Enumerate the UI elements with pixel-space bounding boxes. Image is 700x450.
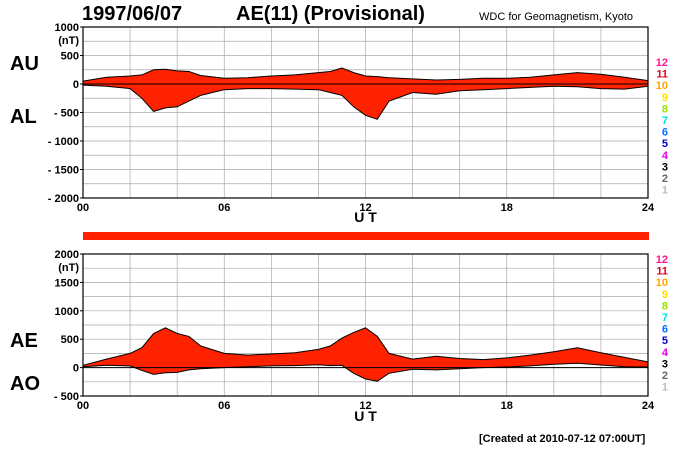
lower-index-label: AO bbox=[10, 373, 40, 395]
hour-legend-item: 12 bbox=[656, 254, 668, 266]
x-tick-label: 12 bbox=[359, 400, 371, 412]
y-tick-label: 1000 bbox=[55, 306, 79, 318]
hour-legend-item: 8 bbox=[662, 103, 668, 115]
x-tick-label: 24 bbox=[642, 400, 655, 412]
hour-legend-item: 3 bbox=[662, 161, 668, 173]
x-tick-label: 06 bbox=[218, 400, 230, 412]
hour-legend-item: 11 bbox=[656, 266, 668, 278]
hour-legend-item: 3 bbox=[662, 358, 668, 370]
x-tick-label: 18 bbox=[501, 400, 513, 412]
upper-series-line bbox=[82, 327, 649, 366]
x-axis-label: U T bbox=[354, 209, 377, 225]
upper-series-line bbox=[82, 67, 649, 82]
y-tick-label: 500 bbox=[61, 51, 79, 63]
y-tick-label: - 500 bbox=[54, 108, 79, 120]
lower-index-label: AL bbox=[10, 106, 37, 128]
plot-frame bbox=[82, 253, 649, 397]
x-tick-label: 00 bbox=[77, 202, 89, 214]
au-al-panel: 1000 500 0 - 500 - 1000 - 1500 - 2000 (nT) 00 06 1… bbox=[10, 22, 655, 225]
x-tick-label: 00 bbox=[77, 400, 89, 412]
y-tick-label: 1000 bbox=[55, 22, 79, 34]
hour-legend-item: 12 bbox=[656, 57, 668, 69]
hour-legend-item: 7 bbox=[662, 312, 668, 324]
hour-legend-item: 11 bbox=[656, 69, 668, 81]
area-fill bbox=[83, 68, 648, 120]
y-tick-label: 0 bbox=[73, 79, 79, 91]
organization-label: WDC for Geomagnetism, Kyoto bbox=[479, 11, 634, 23]
y-tick-label: - 1500 bbox=[48, 165, 79, 177]
hour-legend-item: 9 bbox=[662, 289, 668, 301]
hour-legend-item: 4 bbox=[662, 347, 669, 359]
y-tick-label: 500 bbox=[61, 334, 79, 346]
hour-legend-item: 1 bbox=[662, 185, 668, 197]
area-fill bbox=[83, 327, 648, 382]
x-tick-label: 12 bbox=[359, 202, 371, 214]
y-unit-label: (nT) bbox=[58, 35, 79, 47]
hour-legend-item: 2 bbox=[662, 173, 668, 185]
lower-series-line bbox=[82, 362, 649, 382]
chart-date: 1997/06/07 bbox=[82, 3, 183, 25]
ae-ao-panel: 2000 1500 1000 500 0 - 500 (nT) 00 06 12 18 24 U T AE… bbox=[10, 249, 655, 424]
x-axis-label: U T bbox=[354, 408, 377, 424]
hour-legend-item: 5 bbox=[662, 138, 668, 150]
hour-legend-item: 9 bbox=[662, 92, 668, 104]
upper-index-label: AE bbox=[10, 330, 38, 352]
hour-legend-item: 8 bbox=[662, 300, 668, 312]
hour-legend-item: 7 bbox=[662, 115, 668, 127]
created-timestamp: [Created at 2010-07-12 07:00UT] bbox=[479, 433, 646, 445]
status-strip bbox=[83, 232, 649, 240]
hour-legend-item: 2 bbox=[662, 370, 668, 382]
lower-series-line bbox=[82, 84, 649, 120]
y-unit-label: (nT) bbox=[58, 262, 79, 274]
x-tick-label: 24 bbox=[642, 202, 655, 214]
x-tick-label: 18 bbox=[501, 202, 513, 214]
hour-legend-item: 1 bbox=[662, 382, 668, 394]
hour-legend-item: 10 bbox=[656, 277, 668, 289]
x-tick-label: 06 bbox=[218, 202, 230, 214]
y-tick-label: - 500 bbox=[54, 391, 79, 403]
y-tick-label: 1500 bbox=[55, 277, 79, 289]
hour-legend-item: 4 bbox=[662, 150, 669, 162]
hour-legend-item: 6 bbox=[662, 127, 668, 139]
y-tick-label: 0 bbox=[73, 363, 79, 375]
hour-legend-item: 10 bbox=[656, 80, 668, 92]
hour-legend-item: 6 bbox=[662, 324, 668, 336]
y-tick-label: - 1000 bbox=[48, 136, 79, 148]
y-tick-label: - 2000 bbox=[48, 193, 79, 205]
y-tick-label: 2000 bbox=[55, 249, 79, 261]
chart-title: AE(11) (Provisional) bbox=[236, 3, 425, 25]
upper-index-label: AU bbox=[10, 53, 39, 75]
hour-legend-item: 5 bbox=[662, 335, 668, 347]
